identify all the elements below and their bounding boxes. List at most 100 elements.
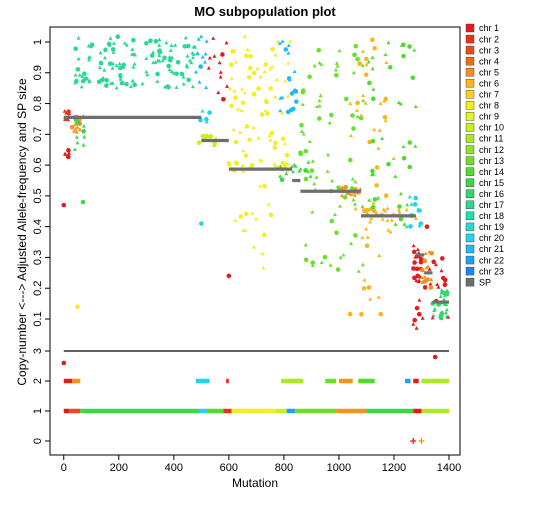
data-point xyxy=(114,85,119,90)
y-tick-label: 0.4 xyxy=(32,219,44,234)
data-point xyxy=(245,47,250,52)
data-point xyxy=(249,162,255,168)
data-point xyxy=(108,36,113,40)
copy-number-point xyxy=(432,354,438,360)
data-point xyxy=(310,210,315,214)
data-point xyxy=(374,183,379,188)
data-point xyxy=(380,217,385,221)
y-tick-label: 1 xyxy=(32,408,44,414)
data-point xyxy=(428,281,433,286)
legend-label: chr 13 xyxy=(479,156,504,166)
legend-swatch xyxy=(465,123,475,132)
data-point xyxy=(228,86,233,91)
data-point xyxy=(299,129,304,134)
data-point xyxy=(237,130,242,134)
data-point xyxy=(444,288,449,293)
data-point xyxy=(377,253,382,258)
data-point xyxy=(204,119,209,124)
data-point xyxy=(124,43,129,47)
data-point xyxy=(157,53,162,57)
data-point xyxy=(408,224,413,229)
data-point xyxy=(405,202,410,207)
data-point xyxy=(315,104,320,109)
data-point xyxy=(273,163,278,168)
data-point xyxy=(80,74,85,78)
y-axis-label: Copy-number <---> Adjusted Allele-freque… xyxy=(15,78,29,386)
data-point xyxy=(164,40,169,45)
data-point xyxy=(420,267,425,273)
data-point xyxy=(183,35,188,40)
data-point xyxy=(279,177,285,183)
data-point xyxy=(200,108,205,113)
data-point xyxy=(430,315,435,320)
data-point xyxy=(280,110,285,115)
data-point xyxy=(376,295,381,299)
data-point xyxy=(370,204,376,210)
data-point xyxy=(267,133,272,138)
data-point xyxy=(343,184,349,190)
data-point xyxy=(203,51,208,56)
data-point xyxy=(200,54,205,59)
data-point xyxy=(239,87,244,91)
data-point xyxy=(107,61,113,66)
legend-swatch xyxy=(465,233,475,243)
data-point xyxy=(369,172,374,177)
data-point xyxy=(102,68,107,72)
data-point xyxy=(446,315,451,319)
data-point xyxy=(258,184,263,188)
data-point xyxy=(169,69,174,74)
data-point xyxy=(361,98,366,103)
y-tick-label: 0.6 xyxy=(32,157,44,172)
data-point xyxy=(370,96,376,102)
data-point xyxy=(316,47,321,53)
data-point xyxy=(270,64,275,69)
data-point xyxy=(243,153,249,158)
data-point xyxy=(110,66,115,70)
data-point xyxy=(400,42,406,48)
legend-swatch xyxy=(465,23,475,33)
data-point xyxy=(248,65,253,71)
data-point xyxy=(272,145,278,150)
data-point xyxy=(382,98,387,103)
data-point xyxy=(130,47,135,51)
data-point xyxy=(419,275,424,280)
legend-label: chr 18 xyxy=(479,211,504,221)
legend-swatch xyxy=(465,189,475,198)
data-point xyxy=(368,219,373,224)
legend-swatch xyxy=(465,222,475,232)
data-point xyxy=(286,76,292,81)
data-point xyxy=(61,202,67,208)
data-point xyxy=(204,39,209,43)
data-point xyxy=(251,91,257,97)
data-point xyxy=(204,133,209,138)
data-point xyxy=(261,265,266,270)
data-point xyxy=(259,112,265,117)
data-point xyxy=(428,285,434,290)
data-point xyxy=(348,101,353,106)
data-point xyxy=(130,52,135,56)
data-point xyxy=(263,62,269,67)
data-point xyxy=(81,142,86,147)
legend-label: chr 3 xyxy=(479,45,499,55)
data-point xyxy=(144,56,149,61)
data-point xyxy=(431,313,436,318)
y-tick-label: 0.8 xyxy=(32,96,44,111)
data-point xyxy=(442,302,447,306)
data-point xyxy=(443,310,448,315)
data-point xyxy=(407,140,413,145)
legend-label: chr 7 xyxy=(479,90,499,100)
data-point xyxy=(413,216,418,221)
data-point xyxy=(155,71,160,77)
data-point xyxy=(140,81,145,86)
y-tick-label: 0.2 xyxy=(32,281,44,296)
data-point xyxy=(433,262,438,267)
data-point xyxy=(414,266,419,271)
data-point xyxy=(438,294,443,299)
data-point xyxy=(208,134,214,139)
data-point xyxy=(131,65,136,69)
data-point xyxy=(195,51,200,56)
data-point xyxy=(82,134,87,139)
data-point xyxy=(282,141,287,146)
legend-swatch xyxy=(465,178,475,187)
data-point xyxy=(280,136,286,142)
